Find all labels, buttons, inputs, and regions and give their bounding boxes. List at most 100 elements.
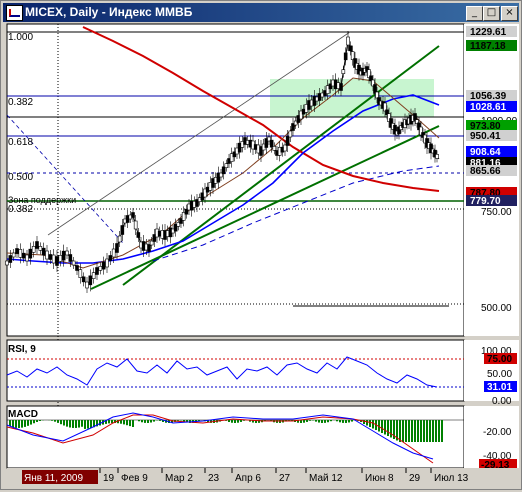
macd-bar <box>132 420 134 427</box>
title-bar[interactable]: MICEX, Daily - Индекс ММВБ _ □ × <box>3 3 519 22</box>
chart-area[interactable]: 1.000 0.382 0.618 0.500 0.382 Зона подде… <box>3 23 519 488</box>
macd-bar <box>129 420 131 426</box>
candle-body <box>284 145 287 151</box>
macd-bar <box>435 420 437 442</box>
macd-bar <box>345 420 347 423</box>
price-badge-text: 779.70 <box>470 196 501 207</box>
candle-body <box>52 255 55 263</box>
macd-bar <box>303 420 305 423</box>
support-zone-label: Зона поддержки <box>8 195 76 205</box>
macd-bar <box>240 420 242 422</box>
candle-body <box>22 253 25 258</box>
macd-bar <box>438 420 440 442</box>
macd-bar <box>84 420 86 429</box>
macd-bar <box>21 420 23 428</box>
date-highlight: Янв 11, 2009 <box>24 473 83 484</box>
maximize-button[interactable]: □ <box>483 6 500 21</box>
macd-bar <box>159 420 161 421</box>
window-title: MICEX, Daily - Индекс ММВБ <box>25 5 192 19</box>
fib-label: 0.618 <box>8 137 33 148</box>
macd-bar <box>315 420 317 422</box>
rsi-badge-text: 75.00 <box>487 354 512 365</box>
macd-bar <box>384 420 386 435</box>
candle-body <box>289 131 292 137</box>
macd-bar <box>306 420 308 422</box>
macd-bar <box>234 420 236 423</box>
candle-body <box>9 256 12 263</box>
macd-bar <box>318 420 320 423</box>
candle-body <box>116 244 119 253</box>
price-badge-text: 908.64 <box>470 147 501 158</box>
candle-body <box>16 249 19 254</box>
macd-bar <box>90 420 92 428</box>
candle-body <box>56 257 59 266</box>
macd-bar <box>60 420 62 424</box>
candle-body <box>46 251 49 259</box>
candle-body <box>106 259 109 267</box>
rsi-tick: 0.00 <box>492 396 512 407</box>
macd-bar <box>69 420 71 427</box>
macd-bar <box>54 420 56 422</box>
macd-bar <box>366 420 368 426</box>
candle-body <box>12 253 15 257</box>
candle-body <box>225 164 228 168</box>
macd-bar <box>351 420 353 422</box>
macd-bar <box>18 420 20 428</box>
date-label: 19 <box>103 473 115 484</box>
macd-bar <box>417 420 419 442</box>
macd-bar <box>369 420 371 427</box>
fib-label: 0.382 <box>8 97 33 108</box>
macd-bar <box>66 420 68 427</box>
macd-panel[interactable]: MACD -20.00 -40.00 -29.13 <box>7 406 519 471</box>
macd-bar <box>15 420 17 428</box>
macd-bar <box>57 420 59 423</box>
fib-label: 0.382 <box>8 204 33 215</box>
macd-bar <box>309 420 311 421</box>
macd-bar <box>402 420 404 442</box>
macd-bar <box>63 420 65 425</box>
candle-body <box>273 146 276 150</box>
macd-bar <box>432 420 434 442</box>
macd-bar <box>39 420 41 421</box>
candle-body <box>436 154 439 158</box>
macd-tick: -20.00 <box>483 427 512 438</box>
candle-body <box>109 256 112 261</box>
minimize-button[interactable]: _ <box>466 6 483 21</box>
candle-body <box>82 277 85 282</box>
rsi-label: RSI, 9 <box>8 344 36 355</box>
close-button[interactable]: × <box>501 6 518 21</box>
macd-bar <box>387 420 389 436</box>
macd-bar <box>429 420 431 442</box>
macd-bar <box>147 420 149 423</box>
macd-bar <box>399 420 401 442</box>
candle-body <box>26 255 29 261</box>
price-badge-text: 865.66 <box>470 166 501 177</box>
date-label: Июл 13 <box>434 473 469 484</box>
macd-bar <box>237 420 239 423</box>
macd-bar <box>24 420 26 427</box>
macd-bar <box>336 420 338 421</box>
date-label: Май 12 <box>309 473 343 484</box>
price-badge-text: 1187.18 <box>470 41 506 52</box>
date-label: Апр 6 <box>235 473 261 484</box>
candle-body <box>69 255 72 262</box>
price-badge-text: 1229.61 <box>470 27 507 38</box>
macd-bar <box>330 420 332 421</box>
macd-bar <box>12 420 14 427</box>
candle-body <box>118 236 121 242</box>
candle-body <box>49 255 52 260</box>
macd-bar <box>138 420 140 421</box>
macd-bar <box>72 420 74 428</box>
candle-body <box>59 255 62 261</box>
macd-bar <box>108 420 110 423</box>
candle-body <box>86 282 89 288</box>
price-badge-text: 950.41 <box>470 131 501 142</box>
macd-bar <box>81 420 83 427</box>
macd-bar <box>348 420 350 422</box>
date-label: 29 <box>409 473 421 484</box>
macd-bar <box>228 420 230 422</box>
candle-body <box>62 251 65 260</box>
macd-bar <box>150 420 152 423</box>
macd-bar <box>426 420 428 442</box>
